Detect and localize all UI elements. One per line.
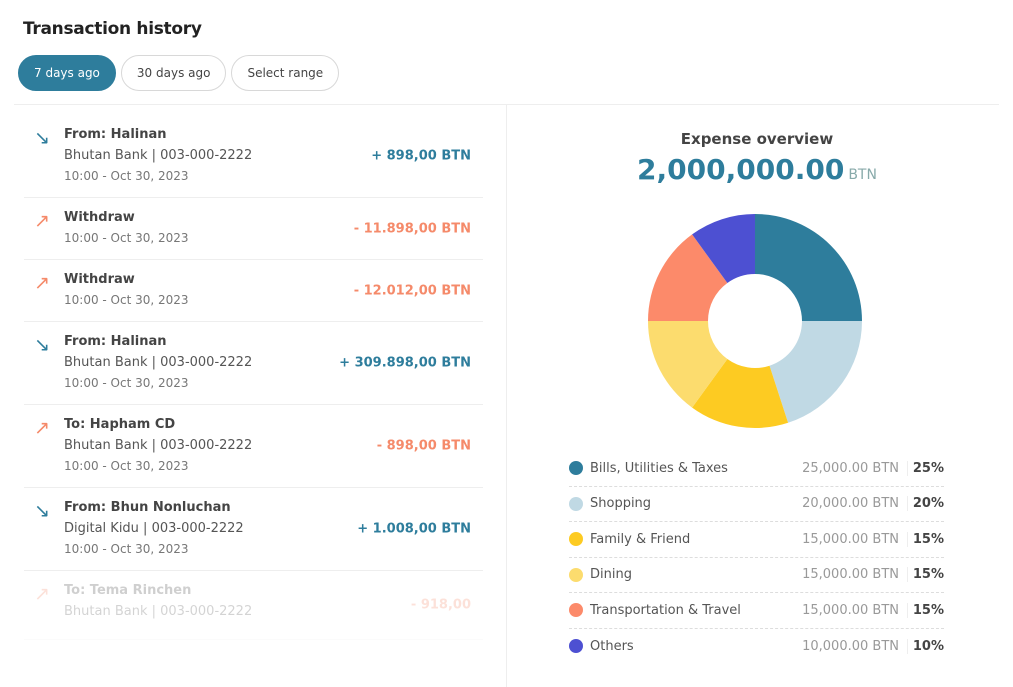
transaction-time: 10:00 - Oct 30, 2023 (64, 459, 189, 473)
legend-item: Family & Friend 15,000.00 BTN 15% (569, 522, 944, 558)
donut-slice[interactable] (769, 321, 862, 423)
legend-item: Bills, Utilities & Taxes 25,000.00 BTN 2… (569, 451, 944, 487)
transaction-time: 10:00 - Oct 30, 2023 (64, 169, 189, 183)
arrow-up-right-icon: ↗ (34, 583, 50, 605)
legend-dot-icon (569, 532, 583, 547)
transaction-row[interactable]: ↗ To: Hapham CD Bhutan Bank | 003-000-22… (24, 405, 483, 488)
arrow-up-right-icon: ↗ (34, 210, 50, 232)
divider (506, 104, 507, 687)
transaction-time: 10:00 - Oct 30, 2023 (64, 376, 189, 390)
overview-total: 2,000,000.00 BTN (507, 153, 1007, 186)
transaction-row[interactable]: ↗ Withdraw 10:00 - Oct 30, 2023 - 11.898… (24, 198, 483, 260)
legend-amount: 20,000.00 BTN (802, 496, 908, 512)
transaction-amount: + 309.898,00 BTN (339, 355, 471, 371)
filter-7-days[interactable]: 7 days ago (18, 55, 116, 91)
arrow-down-right-icon: ↘ (34, 127, 50, 149)
legend-item: Transportation & Travel 15,000.00 BTN 15… (569, 593, 944, 629)
transaction-bank: Bhutan Bank | 003-000-2222 (64, 604, 253, 619)
transaction-amount: - 11.898,00 BTN (353, 221, 471, 236)
legend-dot-icon (569, 496, 583, 511)
filter-30-days[interactable]: 30 days ago (120, 55, 227, 91)
transaction-name: Withdraw (64, 272, 135, 287)
transaction-amount: + 1.008,00 BTN (357, 521, 471, 537)
expense-legend: Bills, Utilities & Taxes 25,000.00 BTN 2… (569, 451, 944, 664)
transaction-bank: Bhutan Bank | 003-000-2222 (64, 355, 253, 370)
arrow-down-right-icon: ↘ (34, 500, 50, 522)
donut-slice[interactable] (648, 321, 728, 408)
total-currency: BTN (848, 167, 877, 183)
legend-label: Bills, Utilities & Taxes (590, 460, 728, 476)
legend-percent: 25% (912, 460, 944, 476)
legend-item: Shopping 20,000.00 BTN 20% (569, 487, 944, 522)
transaction-time: 10:00 - Oct 30, 2023 (64, 542, 189, 556)
transaction-row[interactable]: ↗ To: Tema Rinchen Bhutan Bank | 003-000… (24, 571, 483, 640)
legend-dot-icon (569, 639, 583, 654)
legend-amount: 15,000.00 BTN (802, 602, 908, 618)
legend-dot-icon (569, 461, 583, 476)
arrow-up-right-icon: ↗ (34, 272, 50, 294)
filter-select-range[interactable]: Select range (231, 55, 340, 91)
legend-item: Dining 15,000.00 BTN 15% (569, 558, 944, 593)
transaction-name: To: Tema Rinchen (64, 583, 192, 598)
transaction-amount: - 898,00 BTN (376, 438, 471, 454)
transaction-row[interactable]: ↗ Withdraw 10:00 - Oct 30, 2023 - 12.012… (24, 260, 483, 322)
transaction-amount: - 12.012,00 BTN (353, 283, 471, 298)
donut-slice[interactable] (692, 359, 789, 428)
legend-dot-icon (569, 603, 583, 618)
legend-percent: 20% (912, 496, 944, 512)
legend-label: Dining (590, 567, 632, 583)
transaction-list[interactable]: ↘ From: Halinan Bhutan Bank | 003-000-22… (24, 115, 483, 640)
arrow-up-right-icon: ↗ (34, 417, 50, 439)
transaction-bank: Bhutan Bank | 003-000-2222 (64, 148, 253, 163)
legend-label: Others (590, 638, 634, 654)
transaction-name: Withdraw (64, 210, 135, 225)
legend-percent: 15% (912, 602, 944, 618)
legend-amount: 25,000.00 BTN (802, 460, 908, 476)
overview-title: Expense overview (680, 130, 834, 148)
legend-amount: 10,000.00 BTN (802, 638, 908, 654)
transaction-name: From: Halinan (64, 127, 167, 142)
total-amount: 2,000,000.00 (637, 153, 845, 186)
legend-percent: 10% (912, 638, 944, 654)
transaction-bank: Bhutan Bank | 003-000-2222 (64, 438, 253, 453)
transaction-name: From: Bhun Nonluchan (64, 500, 231, 515)
expense-donut-chart (648, 214, 862, 428)
legend-percent: 15% (912, 567, 944, 583)
legend-label: Shopping (590, 496, 652, 512)
legend-amount: 15,000.00 BTN (802, 531, 908, 547)
transaction-row[interactable]: ↘ From: Bhun Nonluchan Digital Kidu | 00… (24, 488, 483, 571)
donut-slice[interactable] (692, 214, 755, 283)
transaction-name: From: Halinan (64, 334, 167, 349)
arrow-down-right-icon: ↘ (34, 334, 50, 356)
transaction-amount: + 898,00 BTN (371, 148, 471, 164)
legend-dot-icon (569, 567, 583, 582)
legend-percent: 15% (912, 531, 944, 547)
transaction-time: 10:00 - Oct 30, 2023 (64, 293, 189, 307)
donut-slice[interactable] (755, 214, 862, 321)
donut-slice[interactable] (648, 234, 728, 321)
transaction-row[interactable]: ↘ From: Halinan Bhutan Bank | 003-000-22… (24, 115, 483, 198)
legend-label: Transportation & Travel (590, 602, 741, 618)
transaction-name: To: Hapham CD (64, 417, 176, 432)
transaction-row[interactable]: ↘ From: Halinan Bhutan Bank | 003-000-22… (24, 322, 483, 405)
legend-amount: 15,000.00 BTN (802, 567, 908, 583)
transaction-bank: Digital Kidu | 003-000-2222 (64, 521, 244, 536)
date-filter-group: 7 days ago 30 days ago Select range (18, 55, 340, 91)
transaction-time: 10:00 - Oct 30, 2023 (64, 231, 189, 245)
page-title: Transaction history (23, 19, 202, 39)
legend-item: Others 10,000.00 BTN 10% (569, 629, 944, 665)
transaction-amount: - 918,00 (410, 597, 471, 613)
legend-label: Family & Friend (590, 531, 691, 547)
